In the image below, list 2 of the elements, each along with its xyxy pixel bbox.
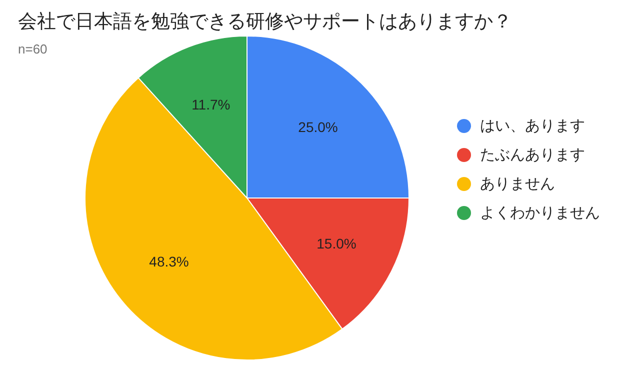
title: 会社で日本語を勉強できる研修やサポートはありますか？ — [18, 12, 512, 32]
subtitle: n=60 — [18, 42, 48, 56]
